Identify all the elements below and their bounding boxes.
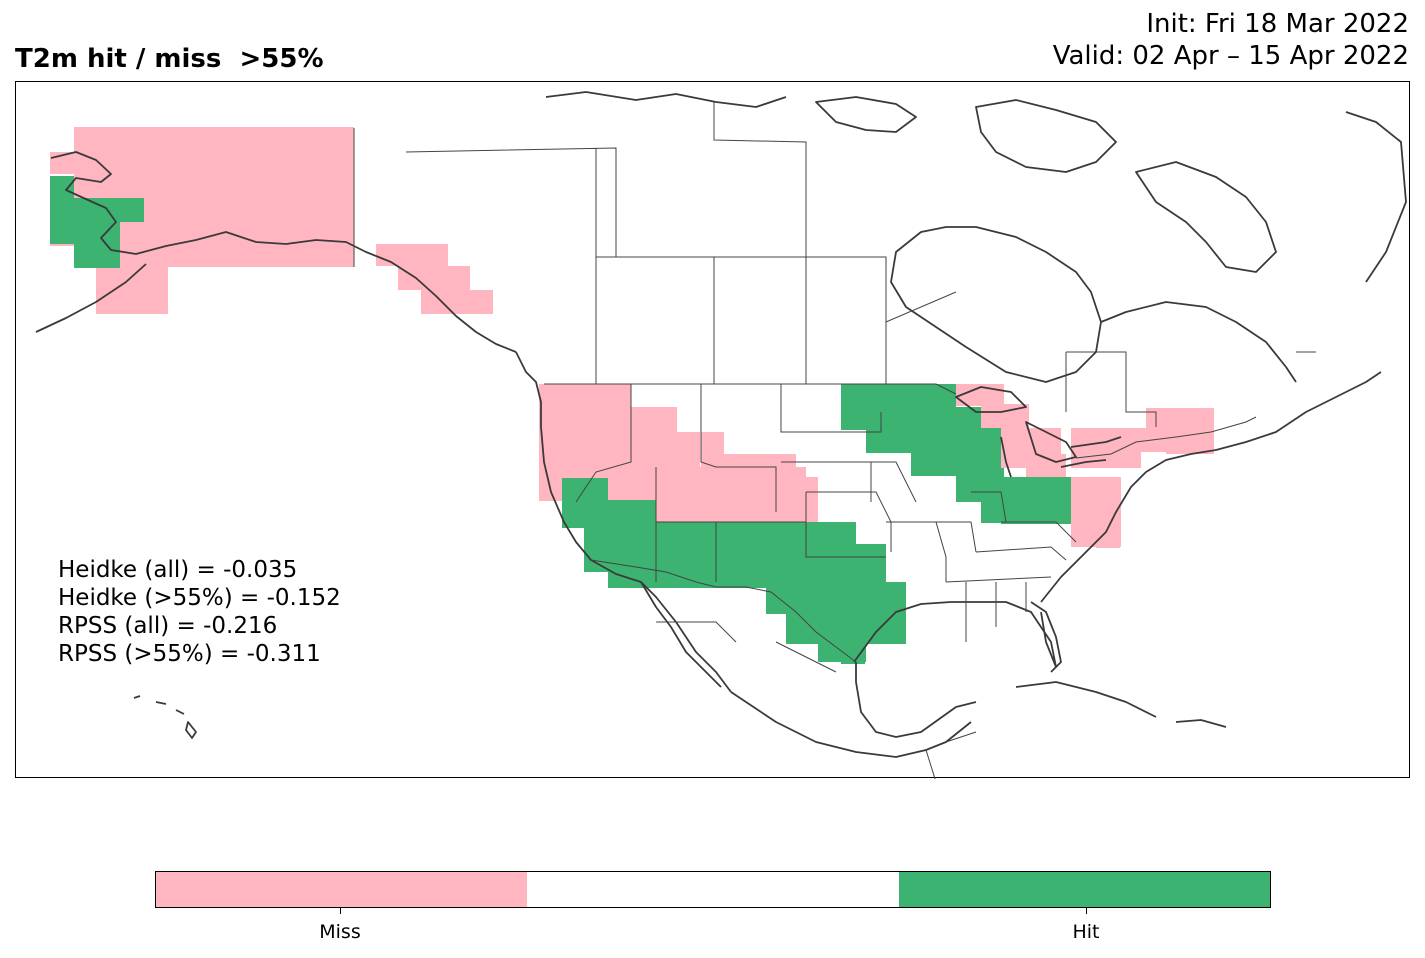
stat-rpss-55: RPSS (>55%) = -0.311 (58, 641, 321, 667)
coast-florida (1030, 601, 1062, 673)
us-states (575, 384, 1077, 642)
coast-alaska (35, 151, 517, 353)
coast-arctic-3 (1135, 161, 1277, 273)
coast-hudson-bay (890, 226, 1102, 383)
canadian-provinces (405, 102, 1316, 427)
miss-cell-11 (421, 290, 493, 314)
coast-gulf (853, 601, 1057, 668)
colorbar-tick-hit (1086, 908, 1087, 914)
skill-scores: Heidke (all) = -0.035 Heidke (>55%) = -0… (58, 556, 341, 668)
miss-cell-19 (696, 467, 806, 523)
colorbar-tick-miss (340, 908, 341, 914)
miss-cell-3 (96, 268, 168, 314)
valid-range: Valid: 02 Apr – 15 Apr 2022 (1052, 41, 1409, 71)
mexico-states (656, 621, 977, 779)
coast-mexico (730, 662, 977, 758)
colorbar-segment-miss (156, 872, 528, 907)
miss-cell-20 (806, 477, 818, 523)
miss-cell-9 (376, 244, 448, 266)
border-us-canada (544, 383, 1257, 459)
stat-rpss-all: RPSS (all) = -0.216 (58, 613, 278, 639)
coast-labrador (1100, 301, 1297, 383)
coast-atlantic (1040, 371, 1382, 603)
colorbar-segment-hit (898, 872, 1270, 907)
init-date: Init: Fri 18 Mar 2022 (1146, 9, 1409, 39)
hit-cell-8 (74, 198, 144, 222)
hit-cell-29 (841, 642, 865, 664)
coast-arctic-2 (975, 99, 1117, 173)
colorbar-label-hit: Hit (1072, 921, 1100, 943)
coast-west (515, 351, 732, 693)
hit-cell-5 (50, 176, 74, 198)
colorbar-label-miss: Miss (319, 921, 361, 943)
coast-hawaii (133, 695, 197, 739)
map-title: T2m hit / miss >55% (15, 44, 324, 74)
political-borders (353, 102, 1316, 779)
colorbar (155, 871, 1271, 908)
hit-cell-7 (74, 222, 120, 268)
stat-heidke-all: Heidke (all) = -0.035 (58, 557, 298, 583)
coastlines (35, 91, 1407, 758)
coast-caribbean (1015, 681, 1227, 728)
miss-cell-48 (1096, 500, 1120, 548)
date-block: Init: Fri 18 Mar 2022 Valid: 02 Apr – 15… (1053, 8, 1409, 72)
miss-cell-43 (1166, 408, 1214, 454)
stat-heidke-55: Heidke (>55%) = -0.152 (58, 585, 341, 611)
map-panel (15, 81, 1410, 779)
colorbar-segment-neutral (527, 872, 899, 907)
coast-arctic-1 (545, 91, 917, 133)
great-lakes (955, 386, 1122, 478)
coast-greenland (1345, 111, 1407, 283)
map-canvas (35, 91, 1407, 779)
coast-baja (640, 581, 722, 688)
miss-cell-10 (398, 266, 470, 290)
